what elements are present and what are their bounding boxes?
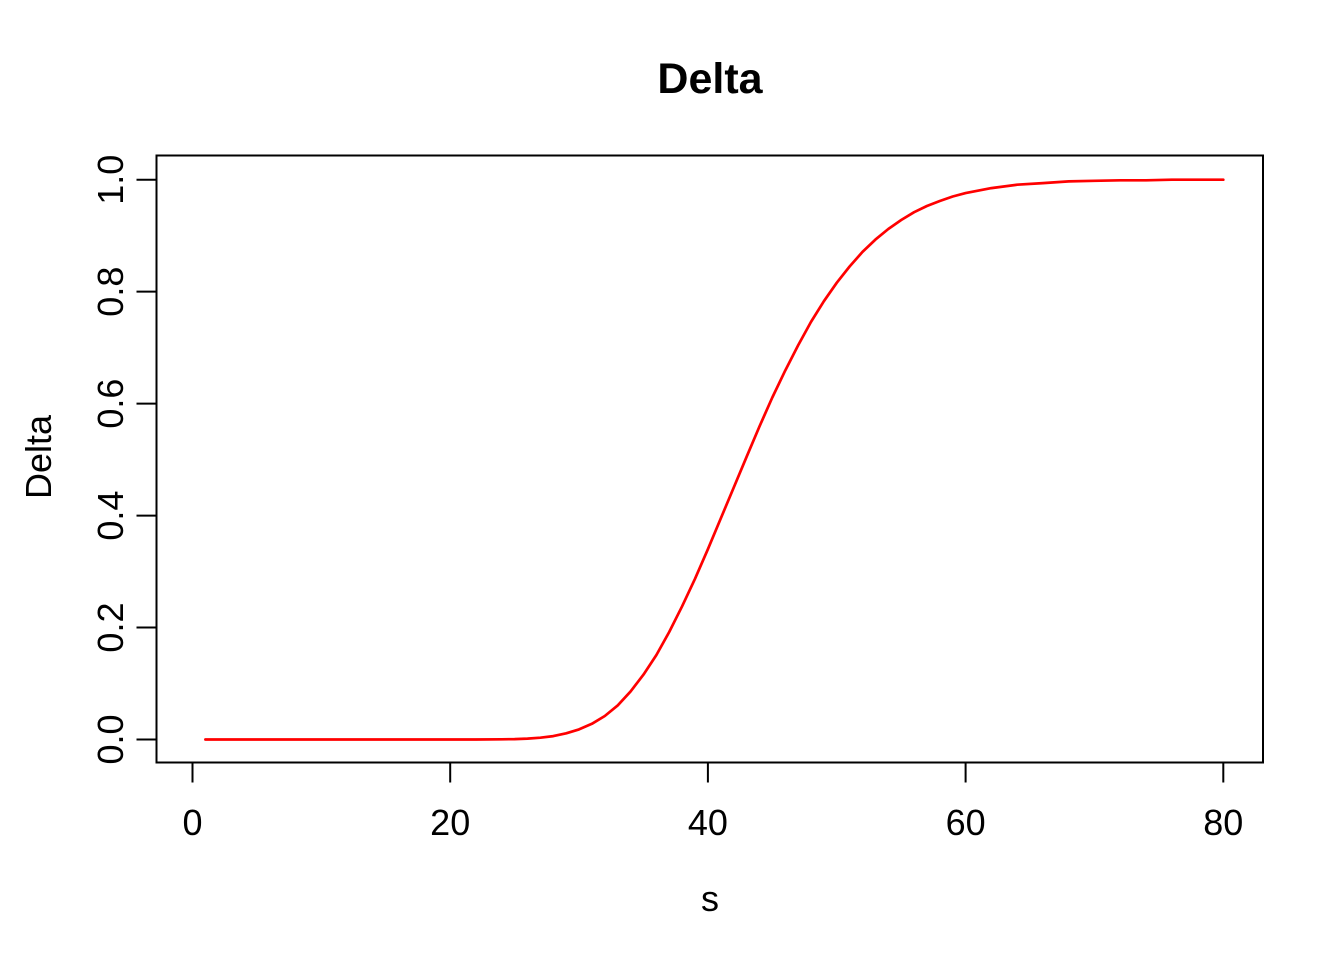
tick-label: 80	[1203, 802, 1243, 843]
delta-curve	[204, 178, 1225, 741]
tick-label: 0.4	[90, 491, 131, 541]
x-axis: 0 20 40 60 80	[182, 762, 1243, 843]
y-axis-label: Delta	[18, 414, 59, 499]
x-axis-label: s	[701, 878, 719, 919]
y-axis: 0.0 0.2 0.4 0.6 0.8 1.0	[90, 155, 157, 765]
tick-label: 0.8	[90, 267, 131, 317]
tick-label: 40	[688, 802, 728, 843]
plot-box	[155, 154, 1264, 764]
tick-label: 0.2	[90, 603, 131, 653]
tick-label: 20	[430, 802, 470, 843]
tick-label: 1.0	[90, 155, 131, 205]
chart-title: Delta	[657, 55, 763, 103]
tick-label: 0.0	[90, 714, 131, 764]
tick-label: 60	[946, 802, 986, 843]
tick-label: 0	[182, 802, 202, 843]
tick-label: 0.6	[90, 379, 131, 429]
